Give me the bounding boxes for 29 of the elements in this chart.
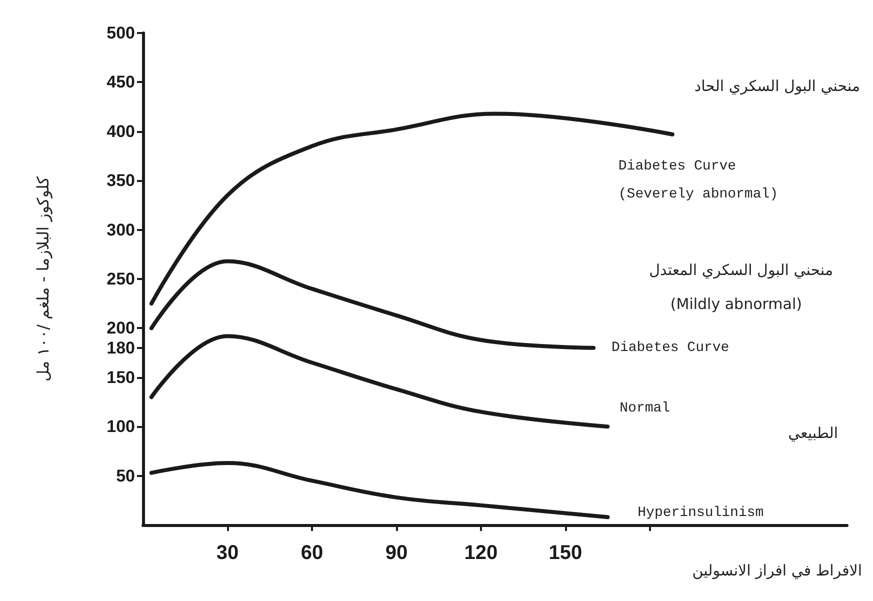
y-tick-label: 350: [106, 171, 135, 190]
text: Hyperinsulinism: [638, 505, 764, 522]
line-series: [149, 334, 610, 429]
y-tick-label: 200: [106, 318, 135, 338]
series-label: Normal: [620, 400, 670, 417]
x-tick-label: 30: [216, 542, 239, 564]
y-axis-title: كلوكوز البلازما - ملغم /١٠٠ مل: [34, 176, 52, 382]
y-tick-label: 400: [106, 122, 135, 141]
x-tick-label: 90: [385, 542, 408, 564]
line-series: [149, 461, 610, 520]
y-tick-label: 500: [106, 24, 135, 42]
y-tick-label: 50: [116, 466, 135, 486]
annotation: منحني البول السكري الحاد: [694, 77, 860, 95]
series-label: Diabetes Curve: [612, 340, 730, 356]
y-tick-label: 450: [106, 72, 135, 92]
annotation: (Mildly abnormal): [670, 295, 802, 313]
y-tick-label: 100: [106, 417, 135, 436]
annotation: منحني البول السكري المعتدل: [649, 261, 833, 279]
x-axis-title: الافراط في افراز الانسولين: [692, 562, 862, 580]
x-tick-label: 60: [300, 542, 324, 564]
x-tick-label: 150: [548, 542, 582, 564]
x-tick-label: 120: [464, 542, 498, 564]
line-series: [149, 259, 596, 350]
text: Diabetes Curve (Severely abnormal): [618, 158, 778, 202]
y-tick-label: 180: [106, 338, 135, 358]
annotation: الطبيعي: [788, 424, 838, 442]
y-tick-label: 250: [106, 270, 135, 288]
y-tick-label: 150: [106, 368, 135, 387]
y-tick-label: 300: [106, 220, 135, 240]
